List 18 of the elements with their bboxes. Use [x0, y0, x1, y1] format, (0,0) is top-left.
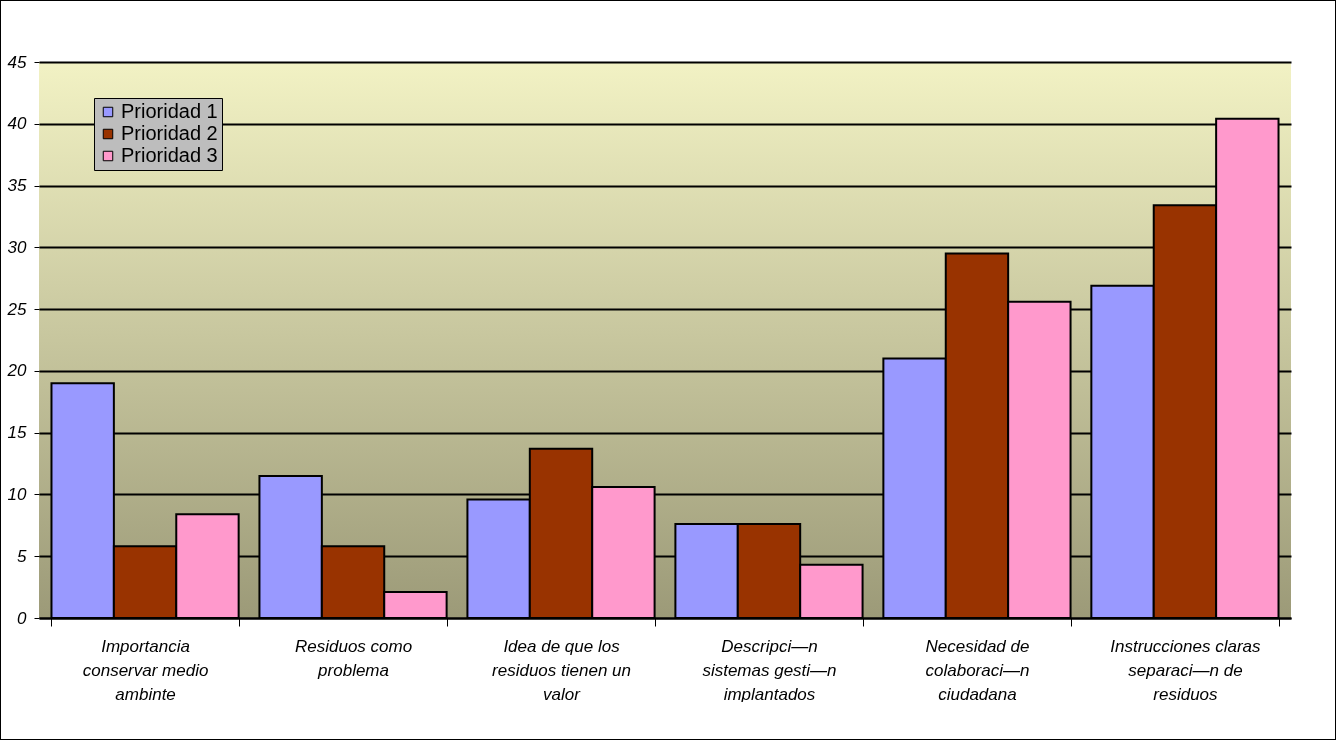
- y-tick-label: 5: [17, 546, 28, 566]
- legend-label: Prioridad 1: [121, 100, 218, 122]
- x-tick-label: Instrucciones claras separaci—n de residuos: [1110, 636, 1262, 704]
- x-tick-label: Necesidad de colaboraci—n ciudadana: [925, 636, 1030, 704]
- y-tick-label: 40: [7, 114, 28, 134]
- legend-label: Prioridad 2: [121, 122, 218, 144]
- x-tick-label: Idea de que los residuos tienen un valor: [492, 636, 631, 704]
- y-tick-label: 45: [7, 52, 28, 72]
- y-tick-label: 15: [7, 423, 28, 443]
- y-tick-label: 30: [7, 237, 28, 257]
- x-tick-label: Importancia conservar medio ambinte: [82, 636, 209, 704]
- y-tick-label: 35: [7, 176, 28, 196]
- y-tick-label: 0: [17, 608, 28, 628]
- legend-label: Prioridad 3: [121, 144, 218, 166]
- x-tick-label: Residuos como problema: [294, 636, 413, 680]
- y-tick-label: 20: [6, 361, 28, 381]
- y-tick-label: 25: [6, 299, 28, 319]
- y-tick-label: 10: [7, 484, 28, 504]
